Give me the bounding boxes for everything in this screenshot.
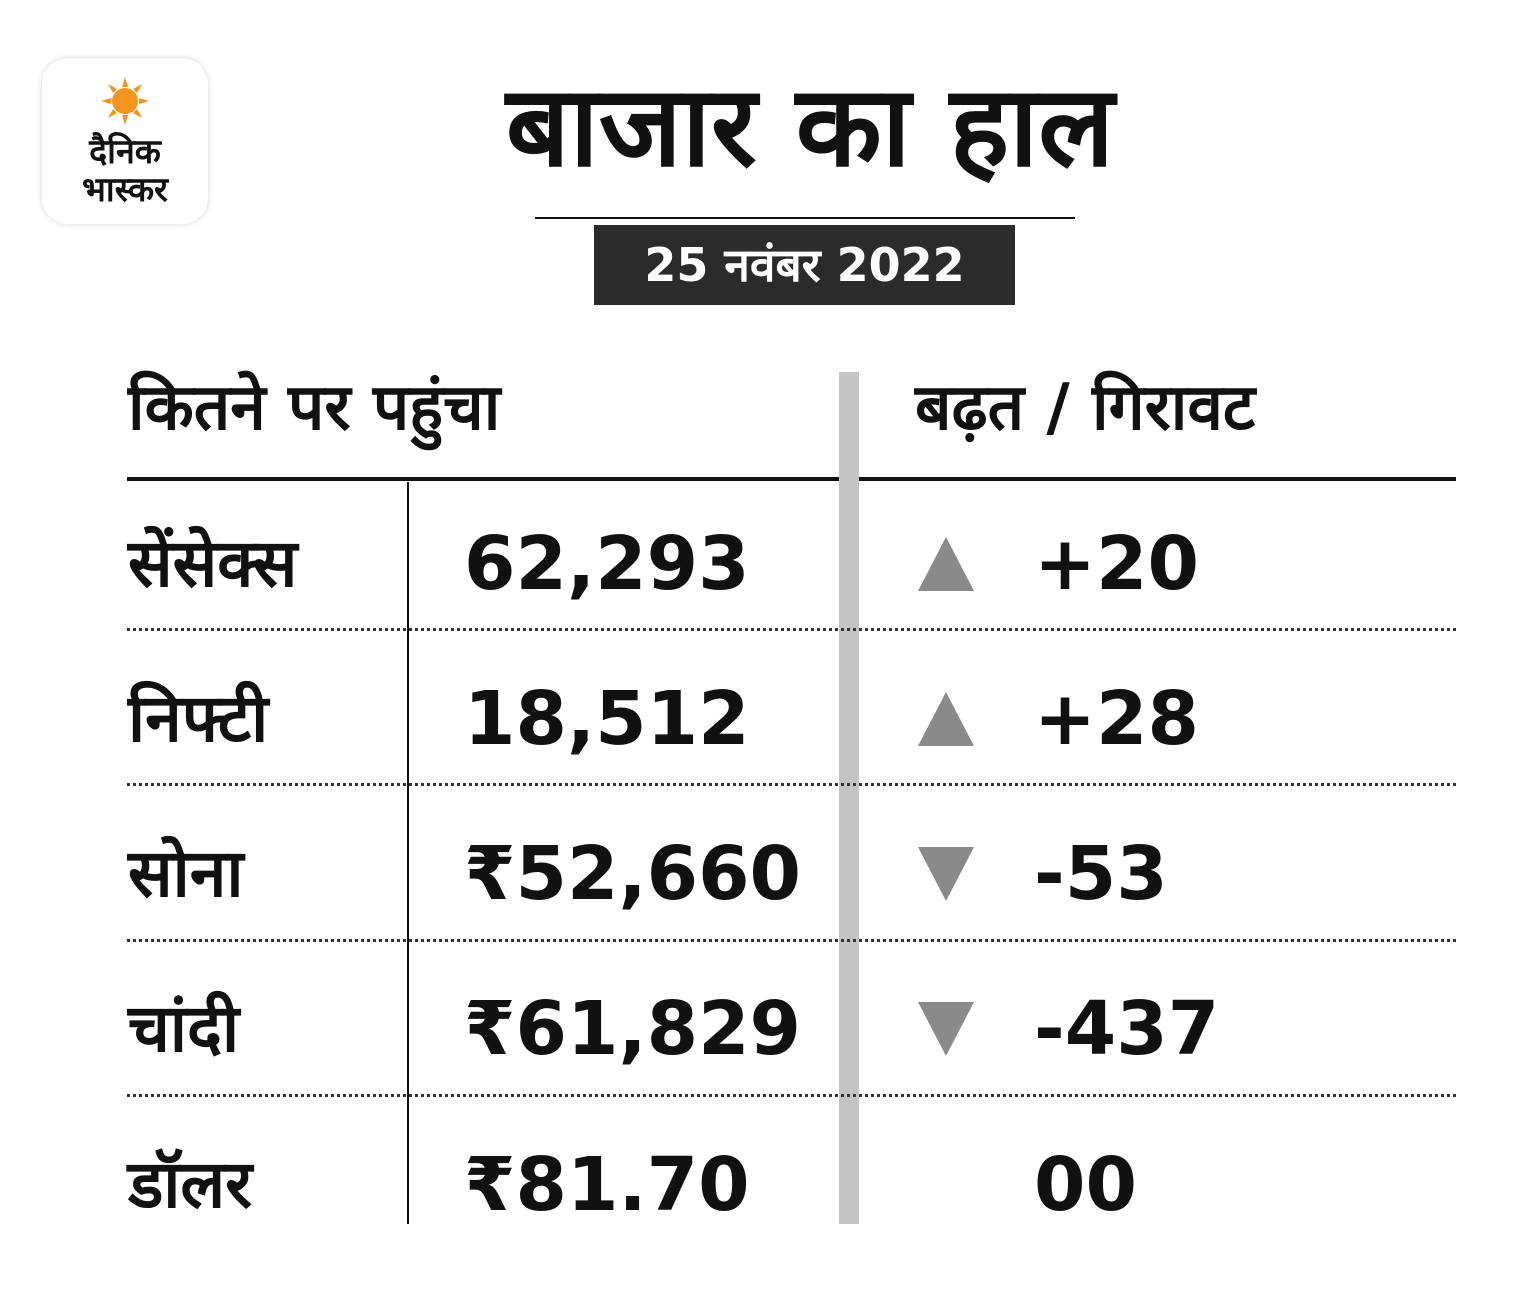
date-badge: 25 नवंबर 2022 bbox=[594, 225, 1015, 305]
up-arrow-icon bbox=[918, 692, 974, 746]
row-name: सेंसेक्स bbox=[128, 525, 298, 602]
row-name: निफ्टी bbox=[128, 680, 269, 757]
row-name: सोना bbox=[128, 835, 244, 912]
row-change: 00 bbox=[1034, 1142, 1137, 1228]
column-divider bbox=[839, 372, 859, 1224]
row-name: डॉलर bbox=[128, 1146, 253, 1223]
row-value: 18,512 bbox=[464, 676, 750, 762]
up-arrow-icon bbox=[918, 537, 974, 591]
row-change: +28 bbox=[1034, 676, 1199, 762]
brand-name-line1: दैनिक bbox=[89, 132, 161, 172]
row-separator bbox=[127, 1094, 1456, 1097]
page-title: बाजार का हाल bbox=[505, 62, 1115, 192]
header-rule bbox=[127, 477, 1456, 481]
row-change: +20 bbox=[1034, 521, 1199, 607]
sun-icon bbox=[101, 77, 149, 125]
name-value-divider bbox=[407, 482, 409, 1224]
row-value: ₹52,660 bbox=[464, 831, 802, 917]
title-rule bbox=[535, 217, 1075, 219]
row-value: ₹61,829 bbox=[464, 986, 802, 1072]
row-separator bbox=[127, 628, 1456, 631]
row-name: चांदी bbox=[128, 990, 240, 1067]
header-change: बढ़त / गिरावट bbox=[915, 371, 1256, 445]
brand-name-line2: भास्कर bbox=[82, 170, 168, 210]
row-separator bbox=[127, 783, 1456, 786]
row-change: -53 bbox=[1034, 831, 1168, 917]
brand-logo: दैनिक भास्कर bbox=[42, 58, 208, 224]
row-value: ₹81.70 bbox=[464, 1142, 750, 1228]
header-reached: कितने पर पहुंचा bbox=[128, 371, 501, 445]
down-arrow-icon bbox=[918, 847, 974, 901]
down-arrow-icon bbox=[918, 1002, 974, 1056]
row-separator bbox=[127, 939, 1456, 942]
row-change: -437 bbox=[1034, 986, 1220, 1072]
row-value: 62,293 bbox=[464, 521, 750, 607]
